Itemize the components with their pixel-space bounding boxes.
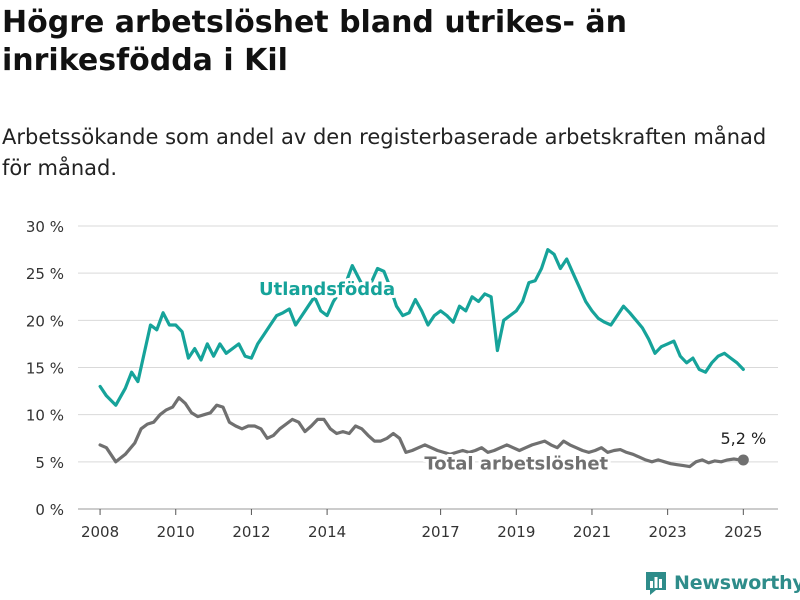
end-value-label: 5,2 % — [720, 429, 766, 448]
series-labels: Utlandsfödda Total arbetslöshet 5,2 % — [256, 276, 766, 478]
newsworthy-logo: Newsworthy — [644, 568, 800, 598]
brand-name: Newsworthy — [674, 572, 800, 594]
series-line-1 — [98, 396, 745, 469]
series-line-0 — [98, 248, 745, 407]
bar-chart-speech-bubble-icon — [646, 572, 666, 595]
label-utlandsfodda: Utlandsfödda — [259, 279, 395, 300]
label-total-arbetsloshet: Total arbetslöshet — [424, 453, 608, 474]
x-tick-label: 2019 — [497, 523, 535, 541]
y-tick-label: 0 % — [35, 501, 64, 519]
y-tick-label: 30 % — [26, 218, 64, 236]
x-axis: 2008 2010 2012 2014 2017 2019 2021 2023 2025 — [81, 509, 762, 541]
x-tick-label: 2025 — [724, 523, 762, 541]
x-tick-label: 2014 — [308, 523, 346, 541]
x-tick-label: 2017 — [422, 523, 460, 541]
x-tick-label: 2010 — [157, 523, 195, 541]
y-tick-label: 15 % — [26, 360, 64, 378]
x-tick-label: 2021 — [573, 523, 611, 541]
chart-subtitle: Arbetssökande som andel av den registerb… — [2, 125, 767, 180]
y-tick-label: 10 % — [26, 407, 64, 425]
y-tick-label: 5 % — [35, 454, 64, 472]
end-point — [737, 454, 749, 466]
y-axis-tick-labels: 0 % 5 % 10 % 15 % 20 % 25 % 30 % — [26, 218, 64, 519]
y-tick-label: 20 % — [26, 312, 64, 330]
line-chart: 0 %5 %10 %15 %20 %25 %30 % 2008 2010 2012 2… — [26, 218, 778, 541]
x-tick-label: 2012 — [232, 523, 270, 541]
x-tick-label: 2008 — [81, 523, 119, 541]
series-lines — [98, 248, 745, 469]
chart-title: Högre arbetslöshet bland utrikes- än inr… — [2, 5, 627, 78]
y-tick-label: 25 % — [26, 265, 64, 283]
x-tick-label: 2023 — [649, 523, 687, 541]
